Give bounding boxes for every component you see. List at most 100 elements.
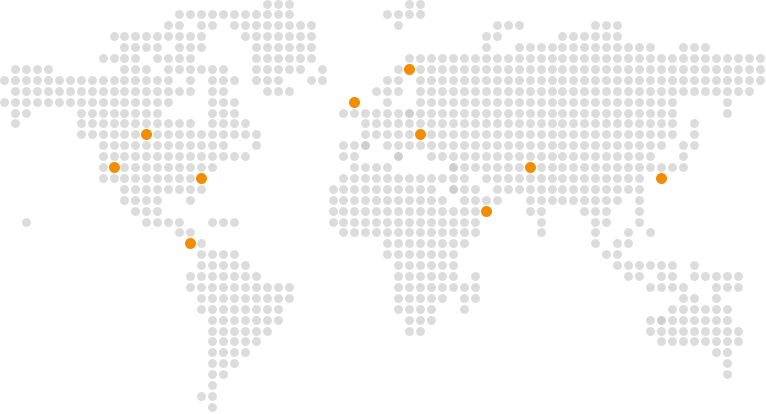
land-dot: [525, 108, 535, 118]
location-marker[interactable]: [656, 172, 667, 184]
land-dot: [646, 163, 656, 172]
land-dot: [646, 64, 656, 74]
land-dot: [284, 293, 294, 303]
land-dot: [383, 86, 393, 96]
land-dot: [438, 119, 447, 129]
land-dot: [569, 152, 579, 162]
land-dot: [175, 141, 185, 151]
land-dot: [580, 97, 590, 107]
land-dot: [229, 326, 239, 336]
land-dot: [711, 282, 721, 292]
land-dot: [722, 337, 732, 347]
land-dot: [109, 173, 119, 183]
land-dot: [689, 261, 699, 271]
land-dot: [448, 272, 458, 281]
land-dot: [667, 337, 677, 347]
land-dot: [54, 86, 64, 96]
location-marker[interactable]: [196, 172, 208, 184]
land-dot: [722, 282, 732, 292]
land-dot: [131, 108, 141, 118]
location-marker[interactable]: [524, 162, 536, 173]
land-dot: [481, 141, 491, 151]
location-marker[interactable]: [480, 205, 492, 217]
land-dot: [558, 184, 568, 194]
land-dot: [569, 43, 579, 53]
land-dot: [470, 75, 480, 85]
land-dot: [580, 195, 590, 205]
land-dot: [514, 86, 524, 96]
land-dot: [208, 119, 218, 129]
land-dot: [547, 54, 557, 63]
land-dot: [76, 97, 86, 107]
land-dot: [678, 152, 688, 162]
land-dot: [558, 152, 568, 162]
land-dot: [219, 141, 228, 151]
land-dot: [240, 32, 250, 42]
land-dot: [350, 195, 360, 205]
land-dot: [492, 86, 502, 96]
land-dot: [219, 282, 228, 292]
land-dot: [481, 64, 491, 74]
land-dot: [65, 75, 75, 85]
location-marker[interactable]: [141, 129, 153, 141]
land-dot: [602, 119, 612, 129]
land-dot: [120, 184, 130, 194]
land-dot: [613, 261, 623, 271]
land-dot: [229, 152, 239, 162]
land-dot: [273, 282, 283, 292]
land-dot: [164, 97, 174, 107]
land-dot: [470, 119, 480, 129]
land-dot: [153, 75, 163, 85]
land-dot: [667, 163, 677, 172]
land-dot: [65, 97, 75, 107]
land-dot: [700, 54, 710, 63]
land-dot: [602, 75, 612, 85]
land-dot: [624, 119, 634, 129]
land-dot: [405, 217, 415, 227]
land-dot: [591, 206, 601, 216]
land-dot: [350, 163, 360, 172]
location-marker[interactable]: [108, 162, 120, 173]
land-dot: [536, 228, 546, 238]
land-dot: [383, 119, 393, 129]
land-dot: [689, 54, 699, 63]
land-dot: [21, 217, 31, 227]
land-dot: [229, 119, 239, 129]
land-dot: [470, 97, 480, 107]
land-dot: [197, 282, 207, 292]
land-dot: [208, 402, 218, 412]
land-dot: [459, 206, 469, 216]
land-dot: [186, 152, 196, 162]
land-dot: [733, 326, 743, 336]
land-dot: [525, 43, 535, 53]
land-dot: [459, 64, 469, 74]
land-dot: [547, 119, 557, 129]
land-dot: [711, 272, 721, 281]
land-dot: [229, 21, 239, 31]
location-marker[interactable]: [349, 96, 361, 108]
land-dot: [405, 304, 415, 314]
location-marker[interactable]: [415, 129, 427, 141]
land-dot: [678, 293, 688, 303]
land-dot: [722, 359, 732, 369]
land-dot: [438, 152, 447, 162]
land-dot: [667, 108, 677, 118]
location-marker[interactable]: [404, 63, 416, 75]
land-dot: [613, 64, 623, 74]
land-dot: [438, 54, 447, 63]
land-dot: [416, 195, 426, 205]
land-dot: [514, 163, 524, 172]
land-dot: [416, 228, 426, 238]
location-marker[interactable]: [185, 238, 197, 250]
land-dot: [503, 141, 513, 151]
land-dot: [602, 130, 612, 140]
land-dot: [459, 228, 469, 238]
land-dot: [525, 206, 535, 216]
land-dot: [208, 64, 218, 74]
land-dot: [251, 75, 261, 85]
land-dot: [602, 43, 612, 53]
land-dot: [164, 54, 174, 63]
land-dot: [635, 206, 645, 216]
land-dot: [120, 97, 130, 107]
land-dot: [678, 43, 688, 53]
